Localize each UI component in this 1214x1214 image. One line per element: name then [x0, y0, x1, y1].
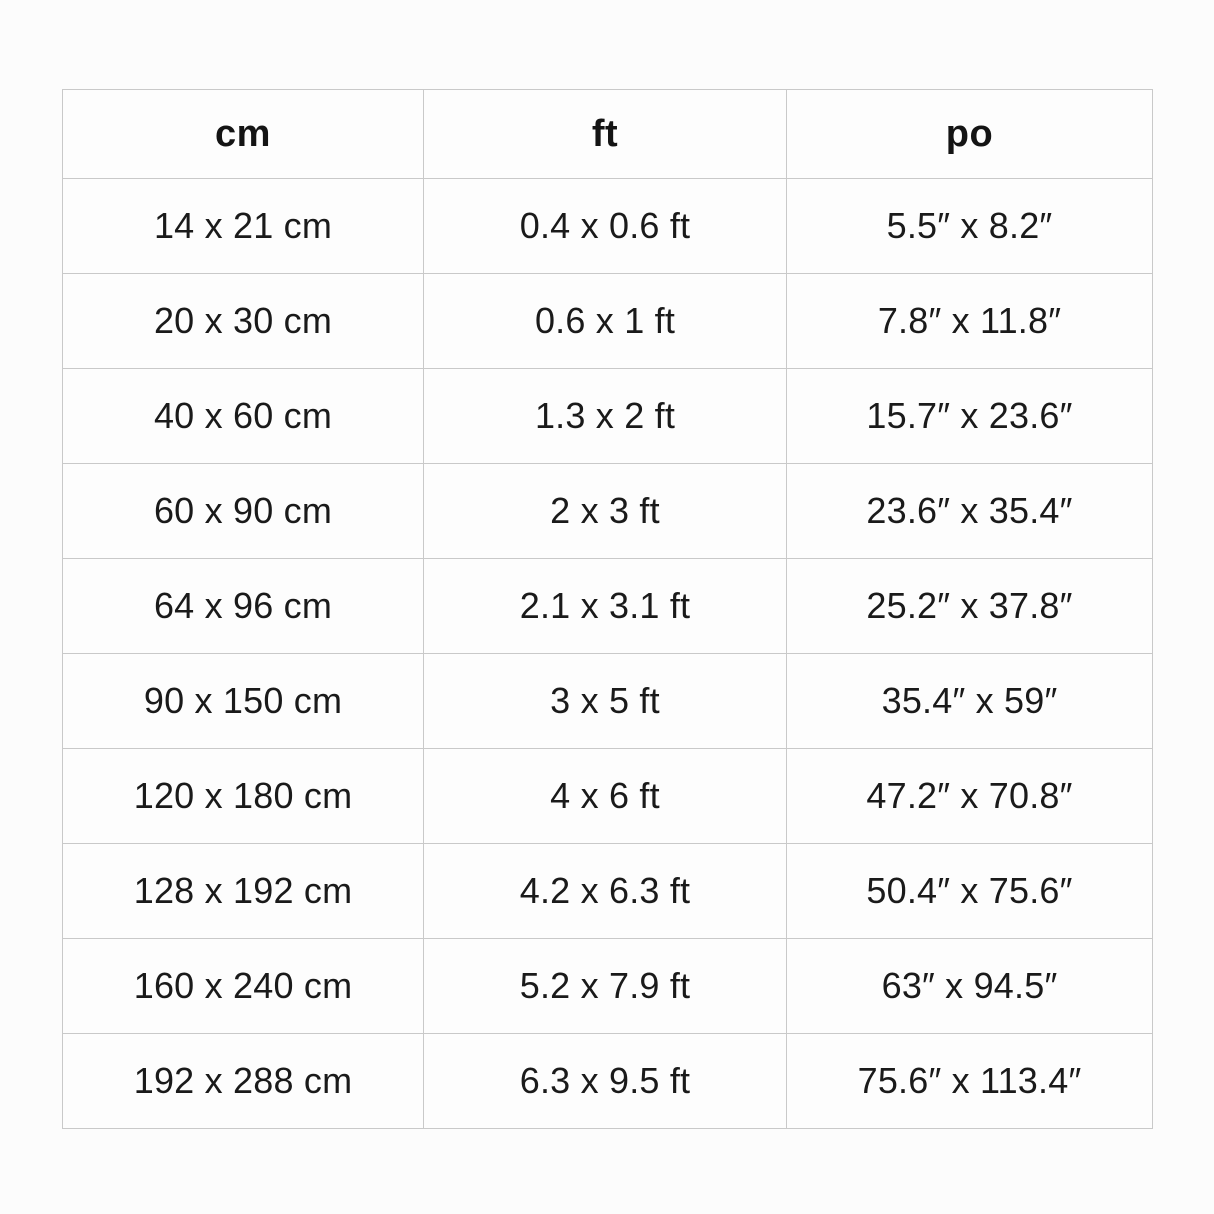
cell-ft: 6.3 x 9.5 ft — [423, 1033, 787, 1129]
cell-cm: 40 x 60 cm — [62, 368, 424, 464]
cell-cm: 128 x 192 cm — [62, 843, 424, 939]
cell-po: 25.2″ x 37.8″ — [786, 558, 1153, 654]
cell-po: 15.7″ x 23.6″ — [786, 368, 1153, 464]
table-row: 64 x 96 cm 2.1 x 3.1 ft 25.2″ x 37.8″ — [62, 558, 1153, 654]
table-body: 14 x 21 cm 0.4 x 0.6 ft 5.5″ x 8.2″ 20 x 30… — [62, 178, 1153, 1129]
cell-po: 75.6″ x 113.4″ — [786, 1033, 1153, 1129]
table-row: 20 x 30 cm 0.6 x 1 ft 7.8″ x 11.8″ — [62, 273, 1153, 369]
table-row: 14 x 21 cm 0.4 x 0.6 ft 5.5″ x 8.2″ — [62, 178, 1153, 274]
cell-ft: 4 x 6 ft — [423, 748, 787, 844]
cell-po: 63″ x 94.5″ — [786, 938, 1153, 1034]
cell-cm: 64 x 96 cm — [62, 558, 424, 654]
cell-cm: 60 x 90 cm — [62, 463, 424, 559]
column-header-po: po — [786, 89, 1153, 179]
cell-ft: 1.3 x 2 ft — [423, 368, 787, 464]
cell-ft: 2.1 x 3.1 ft — [423, 558, 787, 654]
cell-po: 47.2″ x 70.8″ — [786, 748, 1153, 844]
cell-ft: 5.2 x 7.9 ft — [423, 938, 787, 1034]
table-row: 192 x 288 cm 6.3 x 9.5 ft 75.6″ x 113.4″ — [62, 1033, 1153, 1129]
cell-po: 50.4″ x 75.6″ — [786, 843, 1153, 939]
cell-ft: 0.4 x 0.6 ft — [423, 178, 787, 274]
column-header-cm: cm — [62, 89, 424, 179]
size-conversion-table-container: cm ft po 14 x 21 cm 0.4 x 0.6 ft 5.5″ x 8.… — [62, 89, 1153, 1129]
table-row: 128 x 192 cm 4.2 x 6.3 ft 50.4″ x 75.6″ — [62, 843, 1153, 939]
cell-ft: 2 x 3 ft — [423, 463, 787, 559]
column-header-ft: ft — [423, 89, 787, 179]
cell-ft: 4.2 x 6.3 ft — [423, 843, 787, 939]
cell-cm: 192 x 288 cm — [62, 1033, 424, 1129]
table-row: 120 x 180 cm 4 x 6 ft 47.2″ x 70.8″ — [62, 748, 1153, 844]
table-row: 40 x 60 cm 1.3 x 2 ft 15.7″ x 23.6″ — [62, 368, 1153, 464]
cell-cm: 160 x 240 cm — [62, 938, 424, 1034]
cell-cm: 90 x 150 cm — [62, 653, 424, 749]
cell-cm: 20 x 30 cm — [62, 273, 424, 369]
table-row: 160 x 240 cm 5.2 x 7.9 ft 63″ x 94.5″ — [62, 938, 1153, 1034]
cell-cm: 120 x 180 cm — [62, 748, 424, 844]
table-row: 60 x 90 cm 2 x 3 ft 23.6″ x 35.4″ — [62, 463, 1153, 559]
cell-ft: 3 x 5 ft — [423, 653, 787, 749]
table-row: 90 x 150 cm 3 x 5 ft 35.4″ x 59″ — [62, 653, 1153, 749]
size-conversion-table: cm ft po 14 x 21 cm 0.4 x 0.6 ft 5.5″ x 8.… — [62, 89, 1153, 1129]
cell-ft: 0.6 x 1 ft — [423, 273, 787, 369]
cell-cm: 14 x 21 cm — [62, 178, 424, 274]
cell-po: 7.8″ x 11.8″ — [786, 273, 1153, 369]
cell-po: 23.6″ x 35.4″ — [786, 463, 1153, 559]
table-header-row: cm ft po — [62, 89, 1153, 179]
cell-po: 5.5″ x 8.2″ — [786, 178, 1153, 274]
table-header: cm ft po — [62, 89, 1153, 179]
cell-po: 35.4″ x 59″ — [786, 653, 1153, 749]
